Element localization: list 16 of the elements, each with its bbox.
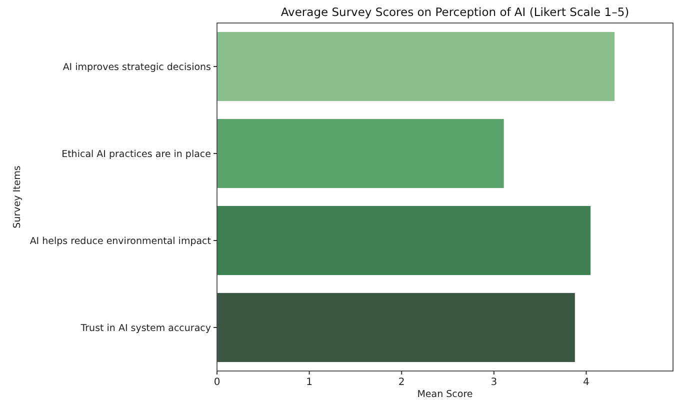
- y-axis-title: Survey Items: [12, 166, 23, 228]
- x-tick-label: 0: [214, 377, 220, 388]
- y-tick-label: Trust in AI system accuracy: [80, 322, 212, 334]
- x-tick-label: 3: [490, 377, 498, 388]
- chart-title: Average Survey Scores on Perception of AI (Likert Scale 1–5): [280, 5, 630, 19]
- x-tick-label: 2: [398, 377, 405, 388]
- x-tick-label: 4: [583, 377, 590, 388]
- bar: [216, 205, 592, 276]
- y-tick-label: AI improves strategic decisions: [62, 62, 212, 73]
- bar: [216, 292, 576, 363]
- x-axis-title: Mean Score: [417, 389, 473, 400]
- y-tick-label: AI helps reduce environmental impact: [30, 236, 212, 247]
- y-tick-label: Ethical AI practices are in place: [62, 148, 212, 160]
- bar: [216, 118, 504, 189]
- x-tick-label: 1: [306, 377, 312, 388]
- bar: [216, 31, 616, 102]
